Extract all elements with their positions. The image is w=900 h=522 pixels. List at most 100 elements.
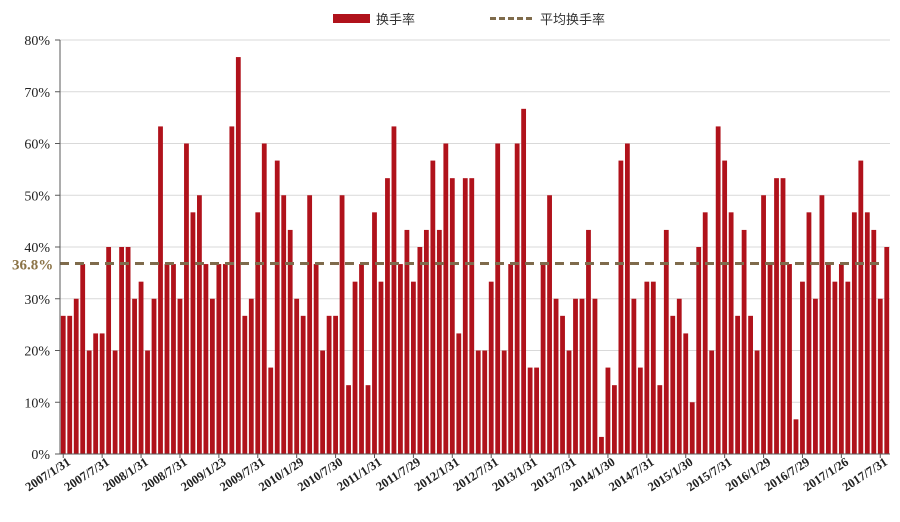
bar	[462, 178, 468, 455]
bar	[138, 281, 144, 454]
y-tick-label: 80%	[24, 34, 50, 49]
bar	[728, 212, 734, 454]
y-tick-label: 0%	[31, 448, 50, 463]
bar	[495, 143, 501, 454]
bar	[281, 195, 287, 454]
bar	[624, 143, 630, 454]
y-tick-label: 20%	[24, 345, 50, 360]
bar	[540, 264, 546, 454]
bar	[443, 143, 449, 454]
bar	[365, 385, 371, 454]
x-axis-ticks: 2007/1/312007/7/312008/1/312008/7/312009…	[23, 454, 890, 494]
bar	[696, 247, 702, 454]
bar	[93, 333, 99, 454]
bar	[501, 350, 507, 454]
bar	[313, 264, 319, 454]
bar	[689, 402, 695, 454]
bar	[514, 143, 520, 454]
bar	[527, 367, 533, 454]
bar	[780, 178, 786, 455]
bar	[294, 298, 300, 454]
bar	[482, 350, 488, 454]
bar	[423, 229, 429, 454]
bar	[663, 229, 669, 454]
bar	[436, 229, 442, 454]
y-axis-ticks: 0% 10% 20% 30% 40% 50% 60% 70% 80%	[24, 34, 60, 463]
bar	[475, 350, 481, 454]
bar	[326, 315, 332, 454]
average-label: 36.8%	[12, 258, 53, 274]
y-tick-label: 10%	[24, 396, 50, 411]
bar	[722, 160, 728, 454]
bar	[398, 264, 403, 454]
bar	[877, 298, 883, 454]
bar	[164, 264, 170, 454]
bar	[560, 315, 565, 454]
axes	[59, 40, 890, 455]
legend-line-item: 平均换手率	[490, 8, 605, 28]
bar	[385, 178, 390, 455]
bar	[832, 281, 838, 454]
bar	[203, 264, 209, 454]
y-tick-label: 30%	[24, 293, 50, 308]
bar	[793, 419, 799, 454]
bar	[352, 281, 358, 454]
bar	[592, 298, 598, 454]
bar	[229, 126, 235, 455]
y-tick-label: 50%	[24, 189, 50, 204]
bar	[521, 108, 527, 454]
bar	[618, 160, 624, 454]
bar	[644, 281, 650, 454]
bar	[787, 264, 792, 454]
bar	[372, 212, 377, 454]
bar	[216, 264, 222, 454]
bar	[106, 247, 112, 454]
bar	[838, 264, 844, 454]
bar	[676, 298, 682, 454]
bar	[741, 229, 747, 454]
bar	[800, 281, 805, 454]
bar	[73, 298, 79, 454]
bar	[132, 298, 137, 454]
bar	[346, 385, 351, 454]
bar	[709, 350, 715, 454]
legend-line-swatch	[490, 16, 532, 20]
bar	[547, 195, 552, 454]
bar	[566, 350, 572, 454]
bar	[715, 126, 721, 455]
bar	[579, 298, 585, 454]
bar	[80, 264, 86, 454]
bar	[767, 264, 773, 454]
legend-bar-label: 换手率	[376, 12, 416, 28]
bar	[333, 315, 338, 454]
bar	[151, 298, 157, 454]
bar	[248, 298, 254, 454]
bar-series	[60, 57, 890, 455]
bar	[171, 264, 176, 454]
bar	[67, 315, 73, 454]
bar	[378, 281, 384, 454]
bar	[391, 126, 397, 455]
bar	[456, 333, 462, 454]
bar	[650, 281, 656, 454]
bar	[469, 178, 475, 455]
bar	[404, 229, 410, 454]
bar	[190, 212, 196, 454]
bar	[300, 315, 306, 454]
bar	[488, 281, 494, 454]
bar	[177, 298, 183, 454]
bar	[145, 350, 150, 454]
bar	[864, 212, 870, 454]
x-tick-label: 2017/7/31	[840, 455, 890, 494]
bar	[242, 315, 248, 454]
legend-bar-swatch	[333, 13, 370, 23]
bar	[819, 195, 825, 454]
bar	[851, 212, 857, 454]
bar	[748, 315, 753, 454]
y-tick-label: 70%	[24, 86, 50, 101]
bar	[320, 350, 326, 454]
bar	[631, 298, 637, 454]
bar	[112, 350, 118, 454]
bar	[158, 126, 163, 455]
bar	[826, 264, 831, 454]
